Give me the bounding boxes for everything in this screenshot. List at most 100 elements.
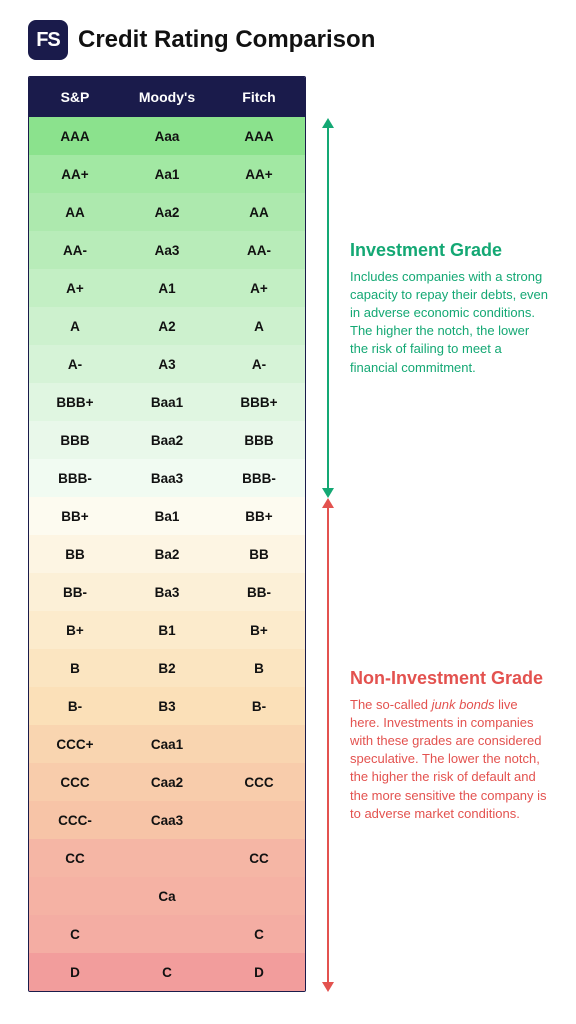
table-cell: B xyxy=(213,649,305,687)
table-cell: Ba1 xyxy=(121,497,213,535)
table-cell: Ca xyxy=(121,877,213,915)
table-cell: Aa3 xyxy=(121,231,213,269)
table-row: AA-Aa3AA- xyxy=(29,231,305,269)
header: FS Credit Rating Comparison xyxy=(28,20,548,60)
table-cell xyxy=(213,725,305,763)
table-cell: C xyxy=(213,915,305,953)
column-header: S&P xyxy=(29,77,121,117)
table-cell: AA+ xyxy=(213,155,305,193)
table-cell: BB+ xyxy=(29,497,121,535)
table-cell: BB- xyxy=(213,573,305,611)
table-cell: D xyxy=(29,953,121,991)
table-cell: AAA xyxy=(213,117,305,155)
table-body: AAAAaaAAAAA+Aa1AA+AAAa2AAAA-Aa3AA-A+A1A+… xyxy=(29,117,305,991)
table-cell: Aa1 xyxy=(121,155,213,193)
table-cell: CCC xyxy=(29,763,121,801)
table-row: CCC+Caa1 xyxy=(29,725,305,763)
table-cell: CC xyxy=(213,839,305,877)
table-row: CC xyxy=(29,915,305,953)
annotation-text: The so-called junk bonds live here. Inve… xyxy=(350,696,548,823)
table-cell: CC xyxy=(29,839,121,877)
column-header: Fitch xyxy=(213,77,305,117)
table-cell: Baa3 xyxy=(121,459,213,497)
table-cell: A xyxy=(29,307,121,345)
table-row: A-A3A- xyxy=(29,345,305,383)
table-cell: Baa2 xyxy=(121,421,213,459)
table-row: BB+Ba1BB+ xyxy=(29,497,305,535)
page-title: Credit Rating Comparison xyxy=(78,26,375,54)
table-cell: B2 xyxy=(121,649,213,687)
table-cell: B1 xyxy=(121,611,213,649)
table-cell: BBB- xyxy=(213,459,305,497)
table-cell xyxy=(121,839,213,877)
table-cell: B- xyxy=(213,687,305,725)
table-cell xyxy=(29,877,121,915)
table-row: BB2B xyxy=(29,649,305,687)
table-cell: BBB- xyxy=(29,459,121,497)
table-cell: BB- xyxy=(29,573,121,611)
table-cell: AA- xyxy=(213,231,305,269)
table-cell: Baa1 xyxy=(121,383,213,421)
table-cell xyxy=(213,877,305,915)
table-cell: B+ xyxy=(29,611,121,649)
table-cell: AA+ xyxy=(29,155,121,193)
table-cell: AA- xyxy=(29,231,121,269)
table-row: AAAAaaAAA xyxy=(29,117,305,155)
table-row: BBB+Baa1BBB+ xyxy=(29,383,305,421)
table-cell: AAA xyxy=(29,117,121,155)
ratings-table: S&PMoody'sFitch AAAAaaAAAAA+Aa1AA+AAAa2A… xyxy=(28,76,306,992)
table-cell: Caa1 xyxy=(121,725,213,763)
table-header-row: S&PMoody'sFitch xyxy=(29,77,305,117)
range-arrows xyxy=(320,76,336,992)
annotation-title: Investment Grade xyxy=(350,239,548,262)
table-cell: A- xyxy=(29,345,121,383)
table-cell: B+ xyxy=(213,611,305,649)
table-row: BBBBaa2BBB xyxy=(29,421,305,459)
table-cell: BB xyxy=(213,535,305,573)
table-row: BBBa2BB xyxy=(29,535,305,573)
table-row: A+A1A+ xyxy=(29,269,305,307)
annotation-block: Non-Investment Grade The so-called junk b… xyxy=(350,498,548,992)
table-cell: BB+ xyxy=(213,497,305,535)
table-row: AA+Aa1AA+ xyxy=(29,155,305,193)
table-cell xyxy=(121,915,213,953)
table-cell: CCC xyxy=(213,763,305,801)
table-cell: A+ xyxy=(213,269,305,307)
range-arrow xyxy=(320,498,336,992)
table-row: CCCCaa2CCC xyxy=(29,763,305,801)
table-cell: BBB+ xyxy=(29,383,121,421)
table-cell: C xyxy=(29,915,121,953)
annotation-block: Investment GradeIncludes companies with … xyxy=(350,118,548,498)
table-row: AAAa2AA xyxy=(29,193,305,231)
table-cell: BB xyxy=(29,535,121,573)
table-row: BBB-Baa3BBB- xyxy=(29,459,305,497)
content: S&PMoody'sFitch AAAAaaAAAAA+Aa1AA+AAAa2A… xyxy=(28,76,548,992)
table-cell: Aaa xyxy=(121,117,213,155)
table-row: BB-Ba3BB- xyxy=(29,573,305,611)
table-row: Ca xyxy=(29,877,305,915)
table-row: B+B1B+ xyxy=(29,611,305,649)
table-cell: BBB xyxy=(213,421,305,459)
table-cell: C xyxy=(121,953,213,991)
table-cell: A3 xyxy=(121,345,213,383)
table-cell: AA xyxy=(213,193,305,231)
table-row: B-B3B- xyxy=(29,687,305,725)
table-cell: A1 xyxy=(121,269,213,307)
annotation-title: Non-Investment Grade xyxy=(350,667,548,690)
table-cell: A xyxy=(213,307,305,345)
table-cell: B3 xyxy=(121,687,213,725)
table-cell: B xyxy=(29,649,121,687)
column-header: Moody's xyxy=(121,77,213,117)
table-row: CC CC xyxy=(29,839,305,877)
table-cell: A- xyxy=(213,345,305,383)
table-cell: CCC- xyxy=(29,801,121,839)
table-cell: AA xyxy=(29,193,121,231)
logo-badge: FS xyxy=(28,20,68,60)
table-cell: Aa2 xyxy=(121,193,213,231)
table-cell: A+ xyxy=(29,269,121,307)
table-cell: BBB+ xyxy=(213,383,305,421)
table-cell: Ba3 xyxy=(121,573,213,611)
table-cell: Caa3 xyxy=(121,801,213,839)
table-row: CCC-Caa3 xyxy=(29,801,305,839)
table-row: AA2A xyxy=(29,307,305,345)
